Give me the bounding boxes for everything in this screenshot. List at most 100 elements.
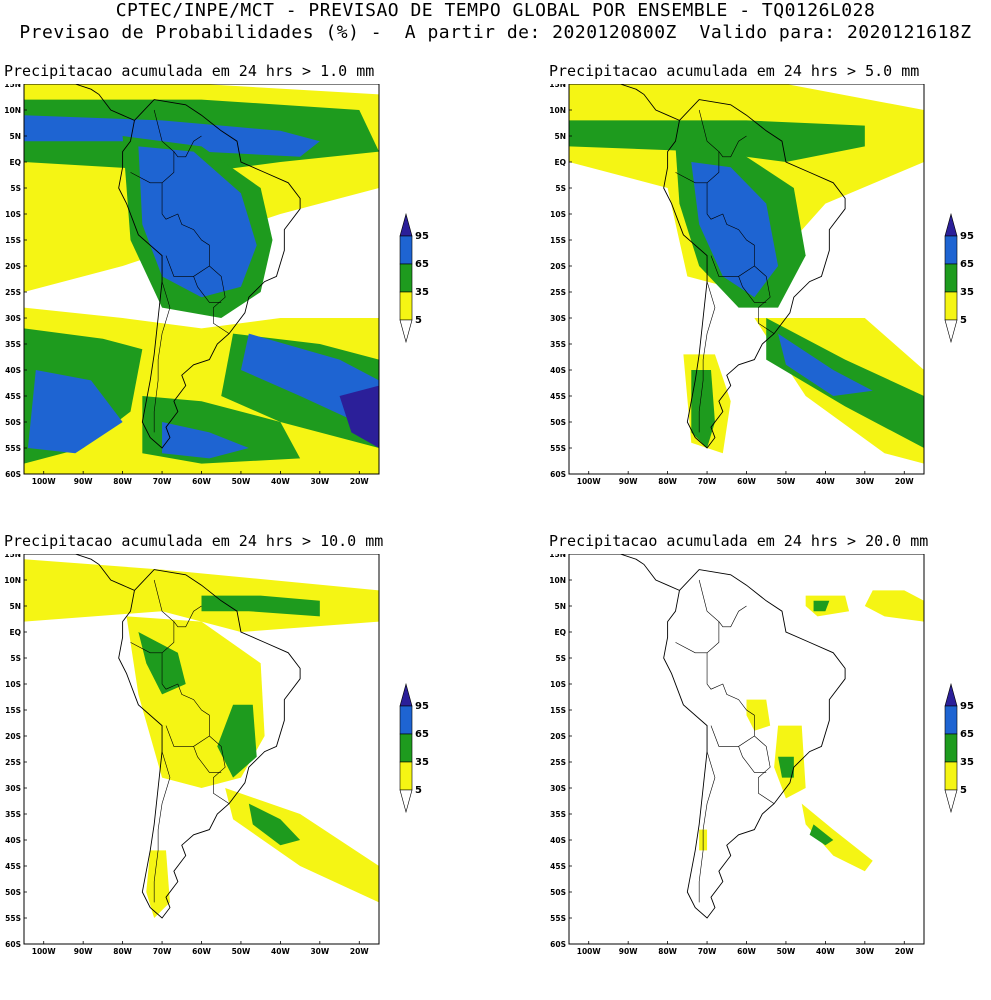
lat-tick-label: 20S [550, 262, 566, 271]
legend-label: 65 [415, 259, 429, 270]
probability-map: 15N 10N 5N EQ 5S 10S 15S 20S 25S 30S 35S 40S 45S 50S 5… [4, 554, 429, 956]
lon-tick-label: 70W [698, 477, 717, 486]
legend-swatch [944, 733, 958, 763]
lat-tick-label: EQ [555, 628, 567, 637]
lat-tick-label: 45S [550, 392, 566, 401]
legend-label: 95 [960, 701, 974, 712]
lon-tick-label: 30W [310, 477, 329, 486]
lon-tick-label: 30W [855, 477, 874, 486]
lon-tick-label: 80W [658, 947, 677, 956]
geography [59, 554, 301, 919]
lat-tick-label: 25S [5, 758, 21, 767]
lat-tick-label: 5S [555, 654, 566, 663]
lat-tick-label: 10N [4, 106, 21, 115]
legend: 95 65 35 5 [944, 212, 974, 344]
lon-tick-label: 90W [619, 947, 638, 956]
lat-tick-label: 55S [5, 914, 21, 923]
lat-tick-label: 5N [555, 132, 567, 141]
geography [59, 84, 301, 449]
probability-area [27, 370, 123, 454]
lat-tick-label: 15S [550, 706, 566, 715]
map-panel-3: Precipitacao acumulada em 24 hrs > 10.0 … [0, 530, 470, 1000]
lat-tick-label: 15S [550, 236, 566, 245]
lon-tick-label: 50W [232, 477, 251, 486]
country-border [165, 725, 210, 747]
country-border [710, 725, 755, 747]
coastline-central-america [59, 554, 135, 591]
legend-label: 5 [960, 785, 967, 796]
legend-swatch [399, 705, 413, 735]
lat-tick-label: 15S [5, 706, 21, 715]
probability-fields [569, 84, 924, 464]
lat-tick-label: 25S [550, 758, 566, 767]
lon-tick-label: 90W [619, 477, 638, 486]
country-border [130, 579, 175, 654]
lat-tick-label: 35S [550, 340, 566, 349]
coastline [118, 569, 301, 919]
lat-tick-label: 10S [550, 210, 566, 219]
lat-tick-label: 30S [550, 784, 566, 793]
legend-label: 65 [960, 259, 974, 270]
legend-swatch [944, 705, 958, 735]
legend-swatch [944, 291, 958, 321]
lat-tick-label: 25S [5, 288, 21, 297]
lat-tick-label: 30S [5, 314, 21, 323]
coastline-central-america [59, 84, 135, 121]
country-border [153, 281, 171, 433]
lon-tick-label: 100W [577, 477, 602, 486]
lon-tick-label: 70W [153, 477, 172, 486]
lat-tick-label: 40S [550, 366, 566, 375]
legend-label: 65 [415, 729, 429, 740]
lat-tick-label: 10N [549, 576, 566, 585]
lat-tick-label: 60S [5, 940, 21, 949]
legend-label: 95 [960, 231, 974, 242]
lat-tick-label: 55S [550, 444, 566, 453]
legend-swatch [399, 733, 413, 763]
lon-tick-label: 40W [816, 947, 835, 956]
legend-swatch [399, 761, 413, 791]
legend-swatch [399, 235, 413, 265]
lat-tick-label: 40S [5, 366, 21, 375]
lat-tick-label: 10N [4, 576, 21, 585]
lon-tick-label: 70W [153, 947, 172, 956]
country-border [153, 751, 171, 903]
legend-swatch-min [399, 319, 413, 344]
lat-tick-label: EQ [10, 158, 22, 167]
lon-tick-label: 20W [350, 477, 369, 486]
lon-tick-label: 60W [737, 947, 756, 956]
lat-tick-label: 30S [550, 314, 566, 323]
country-border [706, 652, 775, 804]
lat-tick-label: 5N [10, 602, 22, 611]
panel-title: Precipitacao acumulada em 24 hrs > 10.0 … [4, 532, 384, 550]
legend-label: 35 [415, 287, 429, 298]
legend-swatch-95 [944, 682, 958, 707]
geography [604, 554, 846, 919]
lat-tick-label: 50S [550, 418, 566, 427]
legend-label: 5 [415, 315, 422, 326]
probability-area [691, 370, 715, 448]
lat-tick-label: 60S [5, 470, 21, 479]
lat-tick-label: 20S [5, 732, 21, 741]
lat-tick-label: 20S [550, 732, 566, 741]
country-border [675, 579, 720, 654]
legend-swatch [944, 263, 958, 293]
country-border [718, 605, 747, 628]
coastline-central-america [604, 554, 680, 591]
lat-tick-label: 55S [5, 444, 21, 453]
legend-swatch [944, 761, 958, 791]
lat-tick-label: EQ [555, 158, 567, 167]
lat-tick-label: 10S [550, 680, 566, 689]
probability-area [809, 824, 834, 846]
legend-label: 35 [415, 757, 429, 768]
probability-area [146, 850, 170, 918]
lat-tick-label: 15N [549, 554, 566, 559]
probability-map: 15N 10N 5N EQ 5S 10S 15S 20S 25S 30S 35S 40S 45S 50S 5… [549, 84, 974, 486]
probability-area [813, 600, 830, 612]
lat-tick-label: 60S [550, 470, 566, 479]
legend-swatch-min [399, 789, 413, 814]
lat-tick-label: 45S [5, 862, 21, 871]
figure-subtitle: Previsao de Probabilidades (%) - A parti… [19, 22, 972, 43]
country-border [718, 135, 747, 158]
lon-tick-label: 100W [577, 947, 602, 956]
legend-swatch [399, 291, 413, 321]
